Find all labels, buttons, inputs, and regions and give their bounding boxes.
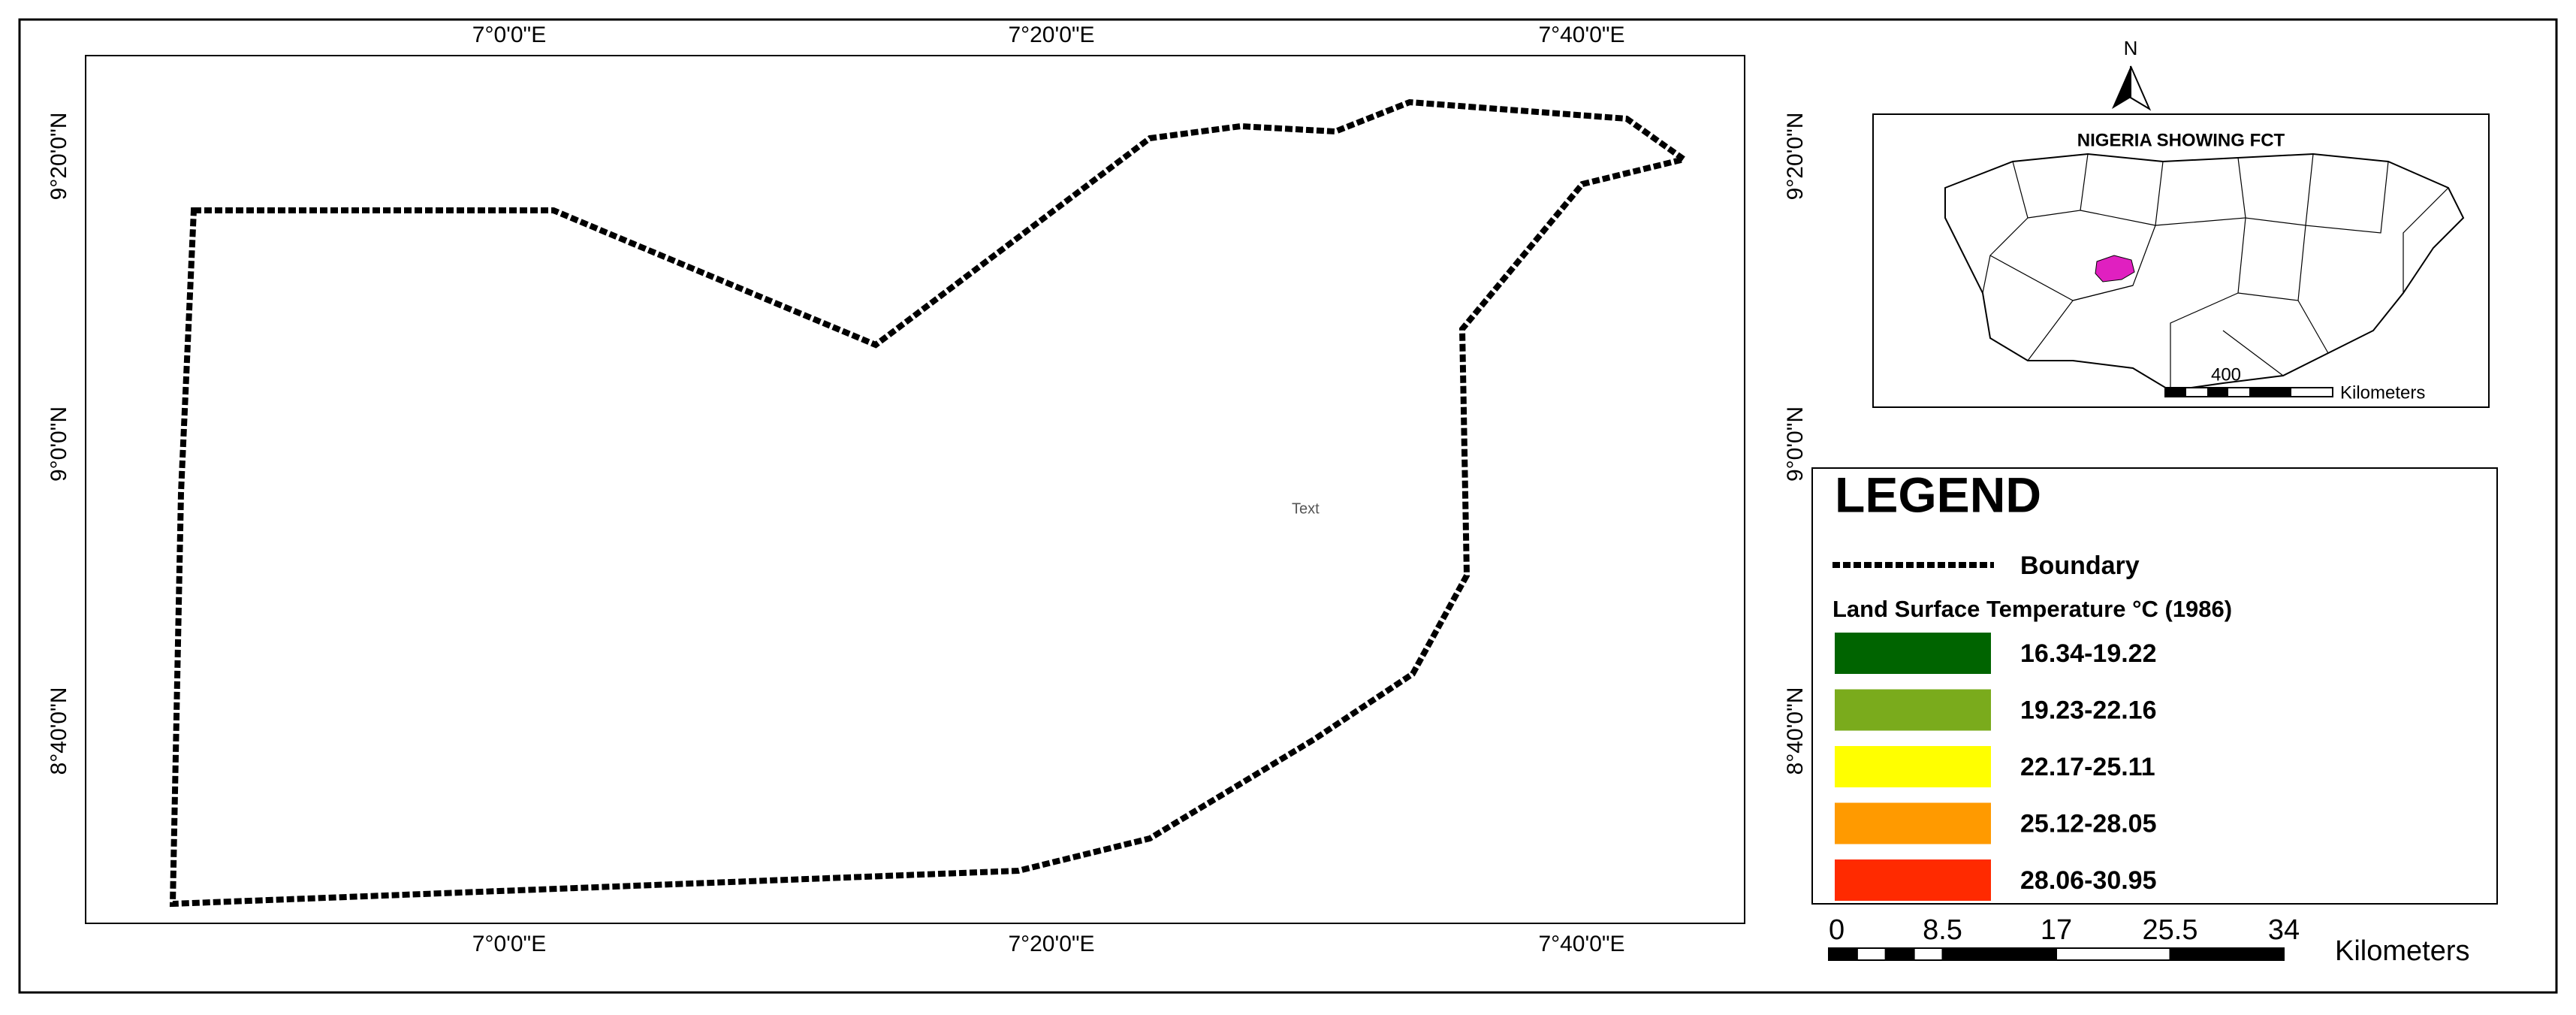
scale-segment bbox=[1913, 947, 1944, 961]
legend-label: 19.23-22.16 bbox=[2020, 696, 2157, 724]
legend-label: 22.17-25.11 bbox=[2020, 753, 2155, 781]
north-label: N bbox=[2124, 37, 2138, 59]
lon-label: 7°40'0"E bbox=[1538, 23, 1624, 47]
lon-label: 7°20'0"E bbox=[1008, 932, 1094, 956]
lon-label: 7°20'0"E bbox=[1008, 23, 1094, 47]
legend-swatch bbox=[1835, 689, 1991, 731]
lat-label: 9°0'0"N bbox=[1783, 406, 1808, 482]
north-arrow-half bbox=[2130, 65, 2152, 111]
lat-label: 9°20'0"N bbox=[47, 113, 71, 201]
legend-swatch bbox=[1835, 633, 1991, 674]
scale-tick-label: 0 bbox=[1829, 914, 1845, 946]
state-lines bbox=[1982, 153, 2449, 391]
legend-swatch bbox=[1835, 859, 1991, 901]
scale-segment bbox=[2169, 947, 2285, 961]
scale-tick-label: 17 bbox=[2041, 914, 2072, 946]
legend-boundary-label: Boundary bbox=[2020, 551, 2140, 580]
fct-highlight bbox=[2095, 255, 2135, 282]
lon-label: 7°0'0"E bbox=[472, 932, 546, 956]
lat-label: 9°0'0"N bbox=[47, 406, 71, 482]
lat-label: 9°20'0"N bbox=[1783, 113, 1808, 201]
lon-label: 7°40'0"E bbox=[1538, 932, 1624, 956]
scale-unit: Kilometers bbox=[2335, 935, 2470, 967]
inset-scale-bar bbox=[2164, 387, 2333, 397]
inset-title: NIGERIA SHOWING FCT bbox=[2077, 130, 2285, 150]
scale-tick-label: 25.5 bbox=[2143, 914, 2198, 946]
stray-label: Text bbox=[1292, 500, 1320, 517]
legend-label: 28.06-30.95 bbox=[2020, 866, 2157, 895]
legend-title: LEGEND bbox=[1835, 467, 2041, 522]
lon-label: 7°0'0"E bbox=[472, 23, 546, 47]
scale-tick-label: 8.5 bbox=[1923, 914, 1962, 946]
legend-label: 16.34-19.22 bbox=[2020, 639, 2157, 668]
lat-label: 8°40'0"N bbox=[1783, 687, 1808, 775]
scale-segment bbox=[1856, 947, 1887, 961]
legend-swatch bbox=[1835, 802, 1991, 844]
outer-border bbox=[18, 18, 2558, 994]
inset-scale-value: 400 bbox=[2211, 364, 2241, 385]
scale-segment bbox=[2056, 947, 2171, 961]
inset-scale-unit: Kilometers bbox=[2340, 382, 2425, 403]
legend-subtitle: Land Surface Temperature °C (1986) bbox=[1832, 596, 2232, 622]
scale-tick-label: 34 bbox=[2268, 914, 2300, 946]
legend-swatch bbox=[1835, 746, 1991, 787]
scale-segment bbox=[1828, 947, 1858, 961]
nigeria-outline bbox=[1944, 153, 2465, 392]
lat-label: 8°40'0"N bbox=[47, 687, 71, 775]
legend-label: 25.12-28.05 bbox=[2020, 809, 2157, 838]
scale-segment bbox=[1941, 947, 2057, 961]
scale-segment bbox=[1884, 947, 1915, 961]
